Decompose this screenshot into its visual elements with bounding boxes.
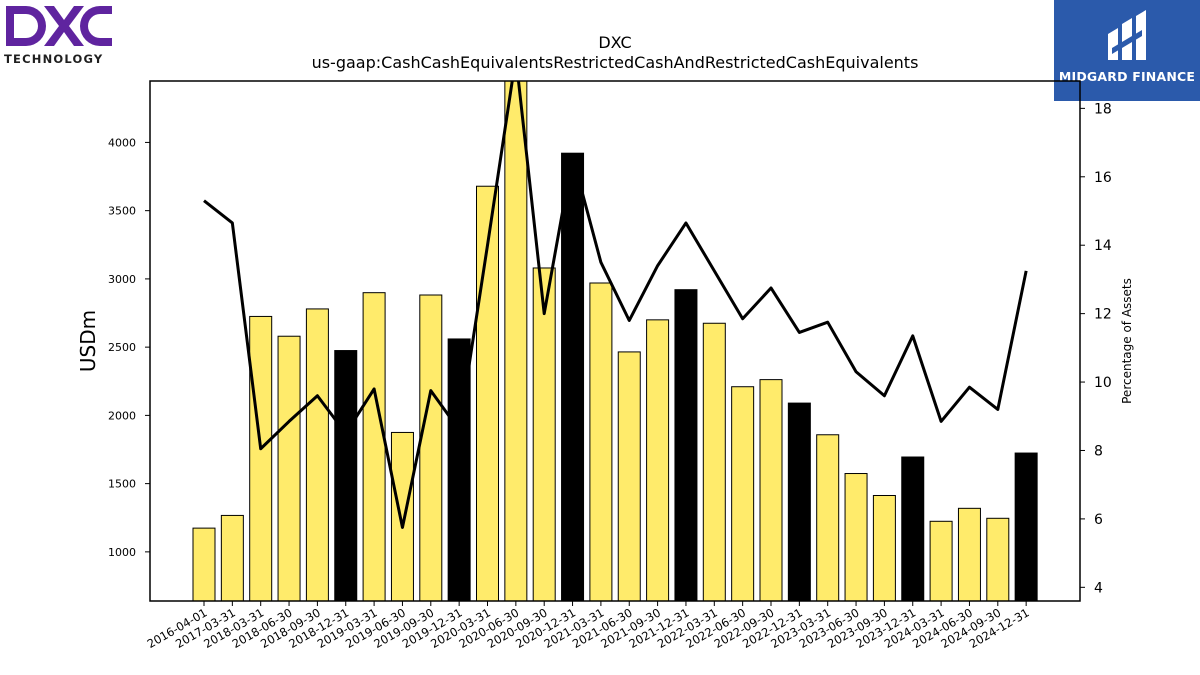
y2-tick-label: 14 xyxy=(1094,238,1112,254)
dxc-logo: TECHNOLOGY xyxy=(4,4,116,66)
bar-2024-03-31 xyxy=(929,520,953,601)
x-axis: 2016-04-012017-03-312018-03-312018-06-30… xyxy=(145,601,1032,651)
bar-2023-03-31 xyxy=(816,434,840,601)
y2-tick-label: 18 xyxy=(1094,101,1112,117)
bar-2022-03-31 xyxy=(702,322,726,601)
bar-2019-06-30 xyxy=(390,431,414,601)
y-tick-label: 1000 xyxy=(108,546,136,559)
bar-2016-04-01 xyxy=(192,527,216,601)
bar-2022-06-30 xyxy=(731,386,755,601)
pct-assets-line xyxy=(203,81,1028,529)
y-tick-label: 3500 xyxy=(108,205,136,218)
bar-series xyxy=(192,81,1038,601)
bar-2024-12-31 xyxy=(1014,452,1038,601)
bar-2022-12-31 xyxy=(787,402,811,601)
midgard-logo-text: MIDGARD FINANCE xyxy=(1058,69,1196,84)
midgard-finance-logo: MIDGARD FINANCE xyxy=(1054,0,1200,101)
y2-tick-label: 4 xyxy=(1094,580,1103,596)
bar-2021-06-30 xyxy=(617,351,641,601)
bar-2019-03-31 xyxy=(362,292,386,601)
y2-tick-label: 12 xyxy=(1094,307,1112,323)
bar-2018-09-30 xyxy=(305,308,329,601)
y-tick-label: 3000 xyxy=(108,273,136,286)
bar-2018-03-31 xyxy=(249,315,273,601)
bar-2021-09-30 xyxy=(646,319,670,601)
bar-2020-09-30 xyxy=(532,267,556,601)
bar-2024-06-30 xyxy=(957,507,981,601)
dxc-logo-mark xyxy=(6,6,112,46)
bar-2018-06-30 xyxy=(277,335,301,601)
y2-tick-label: 16 xyxy=(1094,170,1112,186)
bar-2023-09-30 xyxy=(872,494,896,601)
bar-2020-12-31 xyxy=(561,152,585,601)
plot-frame xyxy=(149,80,1081,602)
bar-2023-12-31 xyxy=(901,456,925,601)
y2-tick-label: 10 xyxy=(1094,375,1112,391)
bar-2022-09-30 xyxy=(759,379,783,601)
line-series xyxy=(203,81,1028,529)
y-tick-label: 1500 xyxy=(108,478,136,491)
midgard-logo-icon xyxy=(1108,10,1146,60)
y-axis-left: 1000 1500 2000 2500 3000 3500 4000 xyxy=(108,136,150,559)
y-tick-label: 2500 xyxy=(108,341,136,354)
bar-2019-12-31 xyxy=(447,338,471,601)
y2-tick-label: 6 xyxy=(1094,512,1103,528)
bar-2023-06-30 xyxy=(844,473,868,601)
y-axis-label: USDm xyxy=(76,310,100,372)
y-axis-right: 4 6 8 10 12 14 16 18 xyxy=(1080,101,1112,596)
y2-tick-label: 8 xyxy=(1094,443,1103,459)
bar-2018-12-31 xyxy=(334,350,358,601)
bar-2024-09-30 xyxy=(986,517,1010,601)
bar-2021-03-31 xyxy=(589,282,613,601)
y-tick-label: 4000 xyxy=(108,136,136,149)
chart-title: DXC xyxy=(598,33,631,52)
dxc-logo-wordmark: TECHNOLOGY xyxy=(4,52,104,66)
bar-2021-12-31 xyxy=(674,289,698,601)
bar-2020-06-30 xyxy=(504,81,528,601)
y-tick-label: 2000 xyxy=(108,409,136,422)
y2-axis-label: Percentage of Assets xyxy=(1120,278,1134,404)
chart-subtitle: us-gaap:CashCashEquivalentsRestrictedCas… xyxy=(312,53,919,72)
bar-2017-03-31 xyxy=(220,514,244,601)
bar-2019-09-30 xyxy=(419,294,443,601)
